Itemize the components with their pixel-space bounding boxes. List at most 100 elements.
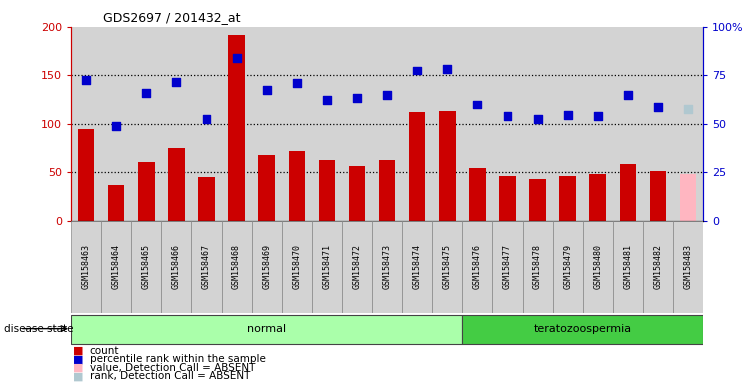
Bar xyxy=(673,221,703,313)
Bar xyxy=(251,221,282,313)
Point xyxy=(230,55,242,61)
Bar xyxy=(409,112,426,221)
Bar xyxy=(282,27,312,221)
Bar xyxy=(462,27,492,221)
Text: GSM158472: GSM158472 xyxy=(352,244,361,290)
Bar xyxy=(432,27,462,221)
Bar xyxy=(523,27,553,221)
Text: GSM158466: GSM158466 xyxy=(172,244,181,290)
Bar xyxy=(643,221,673,313)
Bar xyxy=(402,221,432,313)
Text: GSM158481: GSM158481 xyxy=(623,244,632,290)
Text: GSM158477: GSM158477 xyxy=(503,244,512,290)
Bar xyxy=(221,221,251,313)
Bar xyxy=(613,27,643,221)
Bar xyxy=(553,27,583,221)
Text: count: count xyxy=(90,346,119,356)
Bar xyxy=(162,221,191,313)
Bar xyxy=(251,27,282,221)
Bar xyxy=(439,111,456,221)
Bar xyxy=(372,221,402,313)
Bar xyxy=(402,27,432,221)
Text: disease state: disease state xyxy=(4,324,73,334)
Bar xyxy=(71,221,101,313)
Point xyxy=(652,104,664,111)
Bar xyxy=(342,27,372,221)
Point xyxy=(441,66,453,72)
Point xyxy=(291,80,303,86)
Text: GSM158475: GSM158475 xyxy=(443,244,452,290)
Text: GDS2697 / 201432_at: GDS2697 / 201432_at xyxy=(102,11,240,24)
Text: ■: ■ xyxy=(73,371,84,381)
Bar xyxy=(372,27,402,221)
Bar xyxy=(619,164,636,221)
Text: teratozoospermia: teratozoospermia xyxy=(533,324,632,334)
Bar xyxy=(312,27,342,221)
Bar xyxy=(530,179,546,221)
Bar xyxy=(613,221,643,313)
Text: GSM158483: GSM158483 xyxy=(684,244,693,290)
Bar xyxy=(191,221,221,313)
Text: percentile rank within the sample: percentile rank within the sample xyxy=(90,354,266,364)
Text: GSM158474: GSM158474 xyxy=(413,244,422,290)
Bar xyxy=(492,221,523,313)
Text: GSM158482: GSM158482 xyxy=(654,244,663,290)
Text: GSM158479: GSM158479 xyxy=(563,244,572,290)
Bar xyxy=(583,221,613,313)
Bar xyxy=(168,148,185,221)
Bar xyxy=(78,129,94,221)
Text: GSM158463: GSM158463 xyxy=(82,244,91,290)
Bar xyxy=(673,27,703,221)
Point xyxy=(411,68,423,74)
Bar xyxy=(319,160,335,221)
Point xyxy=(501,113,513,119)
Text: ■: ■ xyxy=(73,354,84,364)
Point xyxy=(80,77,92,83)
Bar xyxy=(650,171,666,221)
Bar xyxy=(560,176,576,221)
Text: GSM158476: GSM158476 xyxy=(473,244,482,290)
Point xyxy=(532,116,544,122)
Text: ■: ■ xyxy=(73,346,84,356)
Bar xyxy=(289,151,305,221)
Text: value, Detection Call = ABSENT: value, Detection Call = ABSENT xyxy=(90,363,255,373)
Point xyxy=(622,92,634,98)
Point xyxy=(471,101,483,108)
Text: GSM158464: GSM158464 xyxy=(111,244,120,290)
Bar xyxy=(342,221,372,313)
Point xyxy=(261,87,273,93)
Bar xyxy=(432,221,462,313)
Text: GSM158469: GSM158469 xyxy=(263,244,272,290)
Bar xyxy=(643,27,673,221)
Bar xyxy=(228,35,245,221)
Point xyxy=(321,96,333,103)
Text: GSM158468: GSM158468 xyxy=(232,244,241,290)
Text: normal: normal xyxy=(247,324,286,334)
Point xyxy=(171,79,183,85)
Point xyxy=(682,106,694,113)
Text: GSM158467: GSM158467 xyxy=(202,244,211,290)
Bar xyxy=(221,27,251,221)
Bar xyxy=(349,166,365,221)
Bar xyxy=(71,27,101,221)
Bar xyxy=(499,176,516,221)
Bar xyxy=(108,185,124,221)
Bar xyxy=(131,27,162,221)
Point xyxy=(200,116,212,122)
Bar xyxy=(101,27,131,221)
Text: ■: ■ xyxy=(73,363,84,373)
Bar xyxy=(101,221,131,313)
Bar xyxy=(191,27,221,221)
Bar xyxy=(469,169,485,221)
Text: GSM158480: GSM158480 xyxy=(593,244,602,290)
Bar xyxy=(312,221,342,313)
Point xyxy=(592,113,604,119)
Point xyxy=(562,112,574,118)
Bar xyxy=(282,221,312,313)
Point xyxy=(381,92,393,98)
Text: GSM158470: GSM158470 xyxy=(292,244,301,290)
Bar xyxy=(492,27,523,221)
Bar xyxy=(523,221,553,313)
Bar xyxy=(258,155,275,221)
Bar xyxy=(589,174,606,221)
